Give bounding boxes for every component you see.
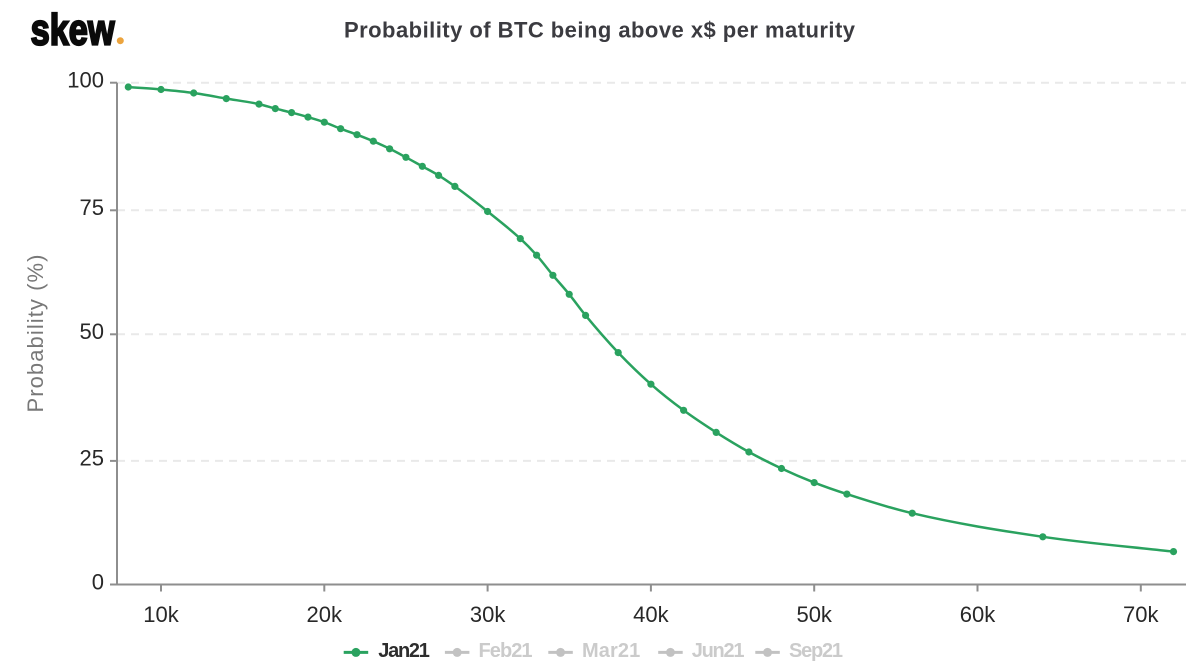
svg-text:0: 0 bbox=[92, 569, 104, 594]
svg-text:Sep21: Sep21 bbox=[789, 640, 843, 662]
svg-text:50: 50 bbox=[80, 319, 104, 344]
svg-text:Probability (%): Probability (%) bbox=[23, 255, 48, 413]
svg-text:50k: 50k bbox=[796, 602, 832, 627]
svg-text:Probability of BTC being above: Probability of BTC being above x$ per ma… bbox=[344, 17, 856, 42]
svg-text:20k: 20k bbox=[307, 602, 343, 627]
svg-text:Mar21: Mar21 bbox=[582, 640, 640, 662]
svg-text:Feb21: Feb21 bbox=[479, 640, 533, 662]
svg-text:Jan21: Jan21 bbox=[378, 640, 430, 662]
svg-text:70k: 70k bbox=[1123, 602, 1159, 627]
svg-text:10k: 10k bbox=[143, 602, 179, 627]
svg-text:40k: 40k bbox=[633, 602, 669, 627]
svg-text:25: 25 bbox=[80, 446, 104, 471]
svg-text:30k: 30k bbox=[470, 602, 506, 627]
svg-text:60k: 60k bbox=[960, 602, 996, 627]
svg-text:Jun21: Jun21 bbox=[692, 640, 745, 662]
svg-text:skew: skew bbox=[31, 6, 116, 55]
svg-text:100: 100 bbox=[67, 68, 104, 93]
svg-text:75: 75 bbox=[80, 195, 104, 220]
